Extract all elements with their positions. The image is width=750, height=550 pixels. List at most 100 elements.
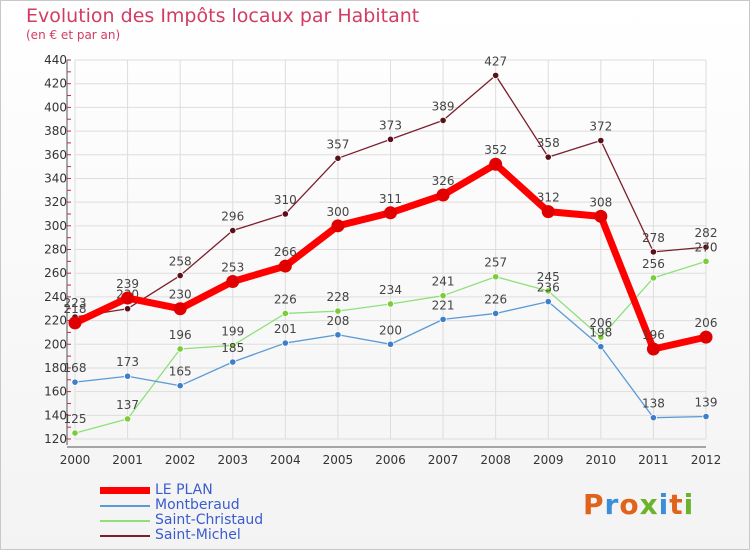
data-point-montberaud — [702, 412, 710, 421]
data-point-saint-michel — [492, 71, 500, 79]
logo-letter: i — [658, 488, 670, 521]
data-label-le-plan: 206 — [695, 316, 718, 330]
legend-swatch — [100, 487, 150, 494]
legend-label: LE PLAN — [155, 482, 213, 498]
legend-label: Saint-Michel — [155, 527, 241, 543]
legend-label: Saint-Christaud — [155, 512, 264, 528]
chart-subtitle: (en € et par an) — [26, 28, 121, 42]
data-label-saint-christaud: 256 — [642, 257, 665, 271]
data-point-saint-christaud — [386, 300, 395, 308]
data-label-saint-michel: 310 — [274, 193, 297, 207]
data-label-saint-christaud: 245 — [537, 270, 560, 284]
x-tick-label: 2004 — [270, 453, 301, 467]
logo-letter: t — [669, 488, 684, 521]
data-label-le-plan: 230 — [169, 288, 192, 302]
data-label-saint-christaud: 226 — [274, 292, 297, 306]
y-tick-label: 420 — [44, 77, 67, 91]
logo-letter: i — [683, 488, 695, 521]
y-tick-label: 120 — [44, 432, 67, 446]
x-tick-label: 2010 — [586, 453, 617, 467]
data-point-saint-michel — [123, 305, 132, 313]
data-label-le-plan: 326 — [432, 174, 455, 188]
logo-letter: x — [639, 488, 659, 521]
y-tick-label: 440 — [44, 53, 67, 67]
data-label-saint-michel: 258 — [169, 255, 192, 269]
y-tick-label: 220 — [44, 314, 67, 328]
y-tick-label: 320 — [44, 195, 67, 209]
x-tick-label: 2011 — [638, 453, 669, 467]
data-point-montberaud — [71, 378, 79, 386]
data-label-le-plan: 312 — [537, 191, 560, 205]
x-tick-label: 2009 — [533, 453, 564, 467]
data-point-saint-michel — [386, 135, 395, 143]
y-tick-label: 140 — [44, 408, 67, 422]
data-label-le-plan: 266 — [274, 245, 297, 259]
y-tick-label: 360 — [44, 148, 67, 162]
data-point-le-plan — [384, 206, 397, 220]
chart-title: Evolution des Impôts locaux par Habitant — [26, 5, 420, 27]
y-tick-label: 260 — [44, 266, 67, 280]
data-point-saint-michel — [229, 226, 237, 235]
legend-label: Montberaud — [155, 497, 240, 513]
data-label-saint-michel: 427 — [484, 54, 507, 68]
data-label-montberaud: 139 — [695, 395, 718, 409]
data-point-le-plan — [436, 188, 450, 202]
y-tick-label: 240 — [44, 290, 67, 304]
data-point-saint-michel — [544, 153, 552, 161]
y-tick-label: 380 — [44, 124, 67, 138]
data-label-saint-christaud: 257 — [484, 256, 507, 270]
data-point-montberaud — [439, 315, 447, 323]
legend-swatch — [100, 520, 150, 522]
data-label-le-plan: 311 — [379, 192, 402, 206]
data-label-saint-michel: 357 — [326, 137, 349, 151]
data-point-saint-christaud — [176, 345, 184, 353]
data-label-montberaud: 208 — [326, 314, 349, 328]
data-label-saint-christaud: 270 — [695, 240, 718, 254]
data-point-le-plan — [121, 291, 135, 305]
data-label-saint-christaud: 206 — [589, 316, 612, 330]
line-chart: 120 140 160 180 200 220 240 260 280 300 320 340 360 3… — [44, 53, 721, 467]
data-point-le-plan — [594, 209, 608, 223]
data-label-le-plan: 239 — [116, 277, 139, 291]
data-point-saint-michel — [597, 136, 605, 145]
data-point-le-plan — [68, 316, 82, 330]
data-point-le-plan — [699, 330, 713, 344]
x-tick-label: 2007 — [428, 453, 459, 467]
x-tick-label: 2002 — [165, 453, 196, 467]
data-label-montberaud: 165 — [169, 365, 192, 379]
data-point-montberaud — [229, 358, 237, 366]
y-tick-label: 400 — [44, 100, 67, 114]
data-point-saint-michel — [649, 248, 658, 256]
data-point-montberaud — [123, 372, 132, 380]
logo-letter: P — [583, 488, 605, 521]
data-point-montberaud — [176, 382, 184, 390]
data-label-saint-michel: 373 — [379, 118, 402, 132]
data-point-saint-christaud — [123, 415, 132, 423]
data-point-montberaud — [386, 340, 395, 348]
data-label-montberaud: 138 — [642, 397, 665, 411]
data-point-saint-christaud — [492, 273, 500, 281]
legend-swatch — [100, 535, 150, 537]
data-label-saint-christaud: 234 — [379, 283, 402, 297]
data-label-saint-michel: 372 — [589, 120, 612, 134]
data-label-le-plan: 300 — [326, 205, 349, 219]
data-label-montberaud: 185 — [221, 341, 244, 355]
data-label-le-plan: 352 — [484, 143, 507, 157]
x-tick-label: 2000 — [60, 453, 91, 467]
x-tick-label: 2006 — [375, 453, 406, 467]
data-label-montberaud: 201 — [274, 322, 297, 336]
data-point-montberaud — [649, 414, 658, 422]
y-tick-label: 300 — [44, 219, 67, 233]
data-point-le-plan — [226, 274, 240, 288]
data-point-montberaud — [597, 343, 605, 351]
data-label-saint-christaud: 241 — [432, 275, 455, 289]
x-tick-label: 2003 — [217, 453, 248, 467]
x-tick-label: 2001 — [112, 453, 143, 467]
data-point-saint-christaud — [702, 257, 710, 265]
y-tick-label: 280 — [44, 243, 67, 257]
data-label-saint-christaud: 137 — [116, 398, 139, 412]
data-point-le-plan — [278, 259, 292, 273]
y-tick-label: 180 — [44, 361, 67, 375]
data-point-montberaud — [281, 339, 289, 347]
data-point-saint-christaud — [334, 307, 342, 315]
